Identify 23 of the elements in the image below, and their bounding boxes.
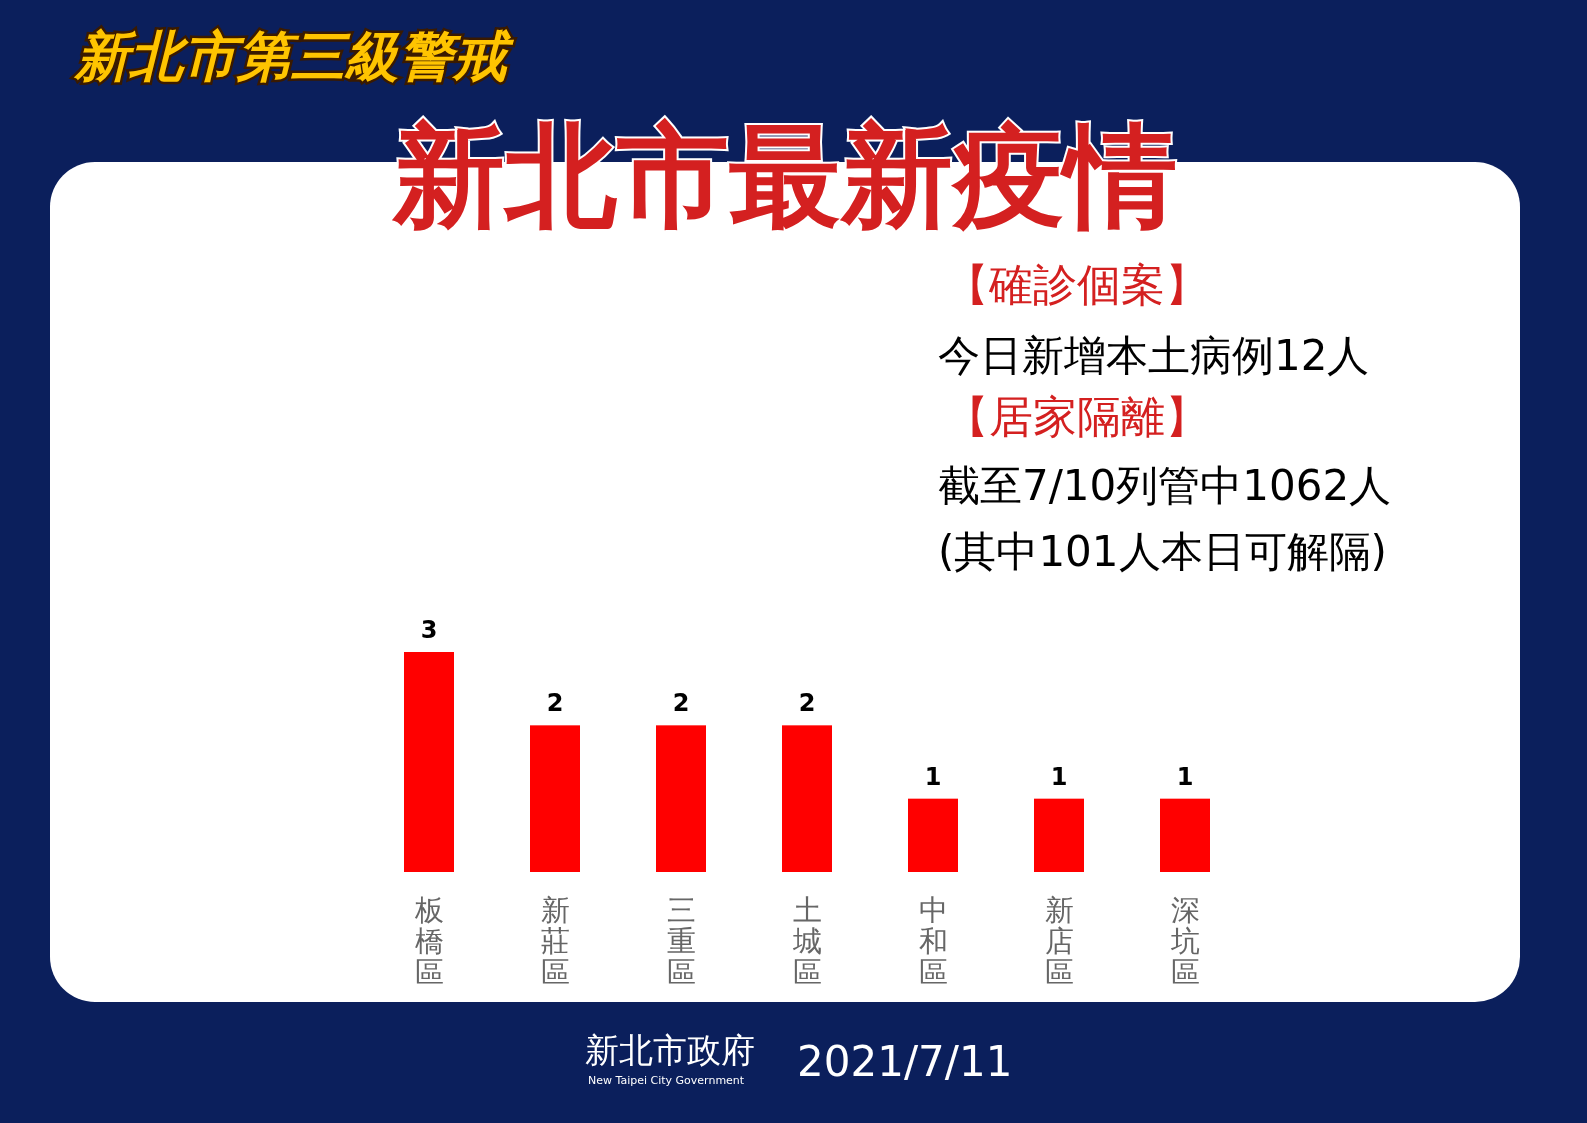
x-tick-label: 板橋區 xyxy=(413,893,444,989)
text: 【確診個案】 xyxy=(945,259,1209,310)
data-label: 1 xyxy=(924,762,942,791)
data-label: 1 xyxy=(1050,762,1068,791)
text: 新北市政府 xyxy=(585,1030,755,1070)
chart-subtitle: 新北市第三級警戒 xyxy=(73,25,515,88)
x-tick-label: 新莊區 xyxy=(540,893,570,989)
x-tick-label: 三重區 xyxy=(666,893,696,989)
text: 今日新增本土病例12人 xyxy=(938,331,1370,380)
data-label: 2 xyxy=(798,689,816,718)
data-label: 2 xyxy=(546,689,564,718)
text: New Taipei City Government xyxy=(588,1074,745,1087)
text: 截至7/10列管中1062人 xyxy=(938,461,1392,510)
text: 【居家隔離】 xyxy=(945,391,1209,442)
data-label: 3 xyxy=(420,616,438,644)
x-tick-label: 中和區 xyxy=(918,893,948,989)
text: (其中101人本日可解隔) xyxy=(938,527,1387,576)
x-tick-label: 土城區 xyxy=(791,893,822,989)
x-tick-label: 新店區 xyxy=(1044,893,1074,989)
data-label: 1 xyxy=(1176,762,1194,791)
data-label: 2 xyxy=(672,689,690,718)
text: 2021/7/11 xyxy=(797,1037,1013,1086)
x-tick-label: 深坑區 xyxy=(1169,893,1200,989)
